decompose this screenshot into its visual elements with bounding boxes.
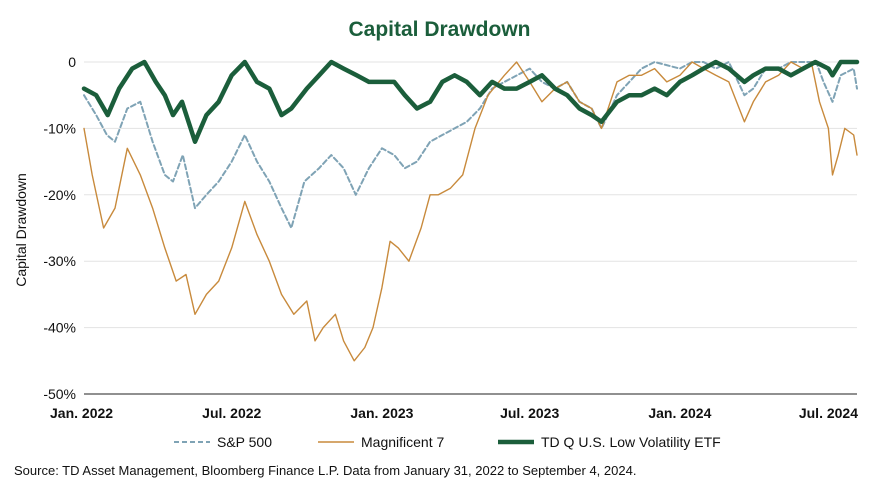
y-tick-label: -20% [43,187,76,203]
y-tick-label: -10% [43,120,76,136]
y-tick-label: -50% [43,386,76,402]
y-tick-label: 0 [68,54,76,70]
y-tick-label: -40% [43,320,76,336]
legend-label: S&P 500 [217,434,272,450]
plot-area [81,59,860,362]
x-tick-label: Jan. 2024 [648,405,711,421]
x-tick-label: Jan. 2023 [350,405,413,421]
y-axis-title: Capital Drawdown [13,173,29,287]
series-line-2 [83,61,858,362]
source-note: Source: TD Asset Management, Bloomberg F… [14,463,637,478]
x-axis: Jan. 2022 Jul. 2022 Jan. 2023 Jul. 2023 Jan.… [50,405,858,421]
series-line-1 [83,61,858,229]
series-line-3 [81,59,860,144]
y-axis: 0 -10% -20% -30% -40% -50% [43,54,76,402]
y-tick-label: -30% [43,253,76,269]
legend-label: TD Q U.S. Low Volatility ETF [541,434,721,450]
legend: S&P 500 Magnificent 7 TD Q U.S. Low Volati… [174,434,721,450]
chart-title: Capital Drawdown [348,18,531,41]
x-tick-label: Jan. 2022 [50,405,113,421]
x-tick-label: Jul. 2022 [202,405,261,421]
x-tick-label: Jul. 2023 [500,405,559,421]
legend-label: Magnificent 7 [361,434,444,450]
x-tick-label: Jul. 2024 [799,405,858,421]
grid [84,61,857,329]
